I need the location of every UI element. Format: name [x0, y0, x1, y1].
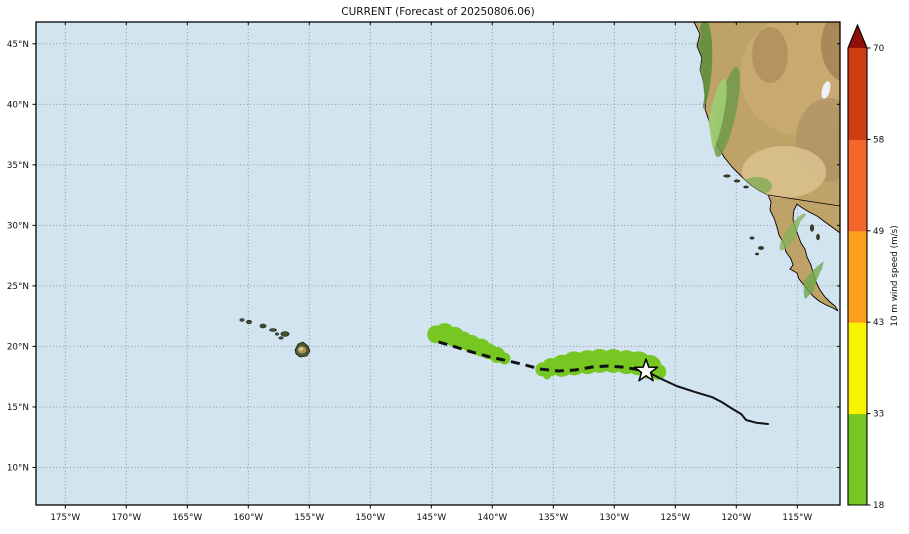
current-position-star [633, 358, 659, 382]
offshore-island [733, 179, 741, 183]
offshore-island [723, 174, 731, 178]
y-axis-tick-label: 25°N [7, 282, 29, 292]
y-axis-tick-label: 20°N [7, 342, 29, 352]
x-axis-tick-label: 135°W [538, 513, 568, 523]
x-axis-tick-label: 165°W [172, 513, 202, 523]
colorbar-tick-label: 33 [873, 410, 884, 420]
offshore-island [816, 233, 820, 241]
colorbar-axis-label: 10 m wind speed (m/s) [890, 225, 900, 326]
x-axis-tick-label: 145°W [416, 513, 446, 523]
colorbar-tick-label: 18 [873, 501, 884, 511]
y-axis-tick-label: 45°N [7, 40, 29, 50]
y-axis-tick-label: 10°N [7, 463, 29, 473]
colorbar-tick-label: 49 [873, 227, 884, 237]
landmass-layer [693, 22, 840, 312]
x-axis-tick-label: 175°W [50, 513, 80, 523]
x-axis-tick-label: 170°W [111, 513, 141, 523]
terrain-shading [821, 81, 831, 99]
hawaiian-island [259, 323, 267, 329]
offshore-island [743, 185, 749, 189]
hawaiian-island [245, 319, 253, 325]
axes-frame [32, 21, 841, 509]
storm-track-layer [438, 340, 770, 426]
offshore-island [755, 252, 760, 256]
y-axis-tick-label: 35°N [7, 161, 29, 171]
hawaiian-island [278, 336, 284, 340]
colorbar-tick-label: 58 [873, 135, 884, 145]
us-mexico-border-line [767, 194, 840, 207]
x-axis-tick-label: 125°W [660, 513, 690, 523]
offshore-island [749, 236, 755, 240]
x-axis-tick-label: 140°W [477, 513, 507, 523]
colorbar: 18 33 43 49 58 70 [847, 23, 885, 511]
wind-swath-circle [498, 352, 511, 365]
hawaiian-island [280, 331, 290, 337]
offshore-island [758, 246, 765, 250]
colorbar-segment [848, 322, 867, 415]
colorbar-segment [848, 413, 867, 506]
terrain-shading [779, 213, 807, 251]
offshore-island [810, 224, 815, 232]
x-axis-tick-label: 150°W [355, 513, 385, 523]
past-track-solid-line [645, 369, 770, 426]
colorbar-outline [847, 23, 868, 506]
x-axis-tick-label: 160°W [233, 513, 263, 523]
x-axis-tick-label: 120°W [721, 513, 751, 523]
plot-border [35, 21, 841, 506]
colorbar-segment [848, 139, 867, 232]
colorbar-segment [848, 48, 867, 140]
forecast-track-dashed-line [438, 340, 647, 373]
terrain-shading [821, 22, 840, 83]
terrain-shading [714, 66, 740, 158]
map-title: CURRENT (Forecast of 20250806.06) [341, 6, 534, 18]
colorbar-extend-arrow [848, 25, 867, 48]
hawaii-big-island-summit [298, 347, 304, 351]
y-axis-tick-label: 40°N [7, 100, 29, 110]
hawaiian-island [269, 328, 277, 332]
hawaiian-island [239, 318, 245, 322]
axis-tick-labels: 175°W 170°W 165°W 160°W 155°W 150°W 145°W 140°W… [7, 40, 813, 523]
colorbar-tick-label: 43 [873, 318, 884, 328]
colorbar-segment [848, 230, 867, 323]
terrain-shading [752, 27, 788, 83]
x-axis-tick-label: 115°W [782, 513, 812, 523]
x-axis-tick-label: 130°W [599, 513, 629, 523]
x-axis-tick-label: 155°W [294, 513, 324, 523]
y-axis-tick-label: 30°N [7, 221, 29, 231]
hawaii-islands [239, 318, 311, 358]
y-axis-tick-label: 15°N [7, 403, 29, 413]
hawaiian-island [274, 332, 280, 336]
colorbar-tick-label: 70 [873, 44, 885, 54]
